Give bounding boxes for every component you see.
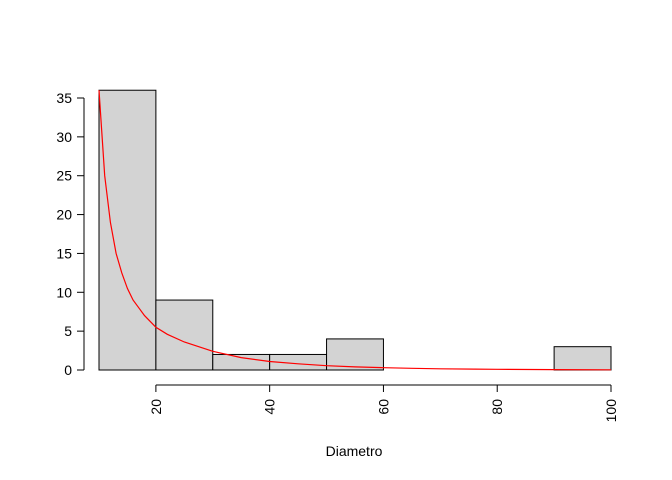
x-axis-label: Diametro [326, 443, 383, 459]
histogram-bar-0 [98, 89, 157, 371]
x-tick-label-4: 100 [603, 399, 619, 423]
x-tick-label-2: 60 [375, 399, 391, 415]
y-axis: 0 5 10 15 20 25 30 35 [56, 90, 85, 378]
histogram-bar-4 [326, 338, 384, 371]
density-curve [98, 90, 612, 371]
x-tick-label-3: 80 [489, 399, 505, 415]
histogram-bars [98, 89, 612, 371]
y-tick-label-0: 0 [64, 362, 72, 378]
x-tick-label-0: 20 [148, 399, 164, 415]
y-tick-label-6: 30 [56, 129, 72, 145]
y-tick-label-2: 10 [56, 284, 72, 300]
y-tick-label-7: 35 [56, 90, 72, 106]
y-tick-label-1: 5 [64, 323, 72, 339]
y-tick-label-4: 20 [56, 207, 72, 223]
x-axis: 20 40 60 80 100 [148, 384, 619, 423]
histogram-bar-2 [212, 353, 271, 371]
histogram-bar-1 [155, 299, 214, 371]
y-tick-label-3: 15 [56, 245, 72, 261]
x-tick-label-1: 40 [262, 399, 278, 415]
histogram-bar-8 [553, 346, 612, 371]
y-tick-label-5: 25 [56, 168, 72, 184]
density-curve-layer [98, 90, 612, 371]
